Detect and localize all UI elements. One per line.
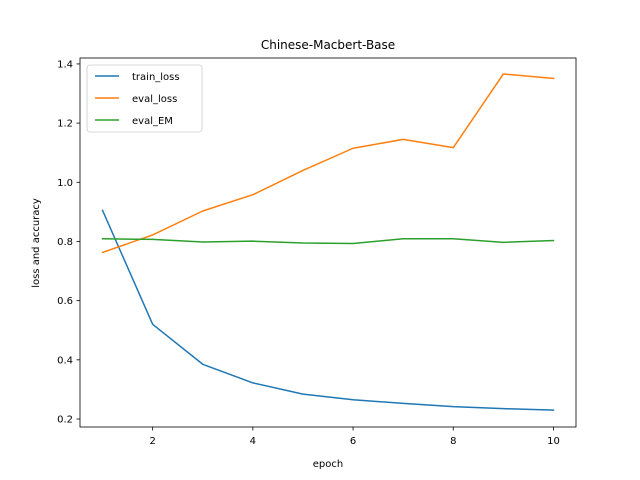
x-tick-label: 4 xyxy=(250,436,256,447)
series-line-eval-loss xyxy=(101,73,555,254)
legend-label-eval-EM: eval_EM xyxy=(132,116,173,127)
y-tick-label: 0.6 xyxy=(57,296,73,307)
y-tick-label: 0.8 xyxy=(57,237,73,248)
x-tick-label: 6 xyxy=(350,436,356,447)
y-tick-label: 0.2 xyxy=(57,415,73,426)
x-axis-label: epoch xyxy=(313,459,343,470)
legend: train_loss eval_loss eval_EM xyxy=(86,64,203,133)
axes-layer: 2 4 6 8 10 0.2 0.4 0.6 0.8 1.0 1.2 1.4 xyxy=(57,57,577,447)
series-line-eval-EM xyxy=(101,238,555,245)
y-tick-label: 0.4 xyxy=(57,355,73,366)
chart-title: Chinese-Macbert-Base xyxy=(261,38,395,52)
series-line-train-loss xyxy=(101,209,555,411)
plot-frame xyxy=(79,57,577,428)
y-tick-label: 1.2 xyxy=(57,119,73,130)
y-axis-label: loss and accuracy xyxy=(31,198,42,288)
y-tick-label: 1.0 xyxy=(57,178,73,189)
y-tick-label: 1.4 xyxy=(57,59,73,70)
x-tick-label: 2 xyxy=(149,436,155,447)
x-tick-label: 10 xyxy=(547,436,560,447)
x-tick-label: 8 xyxy=(450,436,456,447)
series-layer xyxy=(101,73,555,411)
legend-label-train-loss: train_loss xyxy=(132,72,180,83)
legend-box xyxy=(86,64,203,133)
legend-label-eval-loss: eval_loss xyxy=(132,94,177,105)
